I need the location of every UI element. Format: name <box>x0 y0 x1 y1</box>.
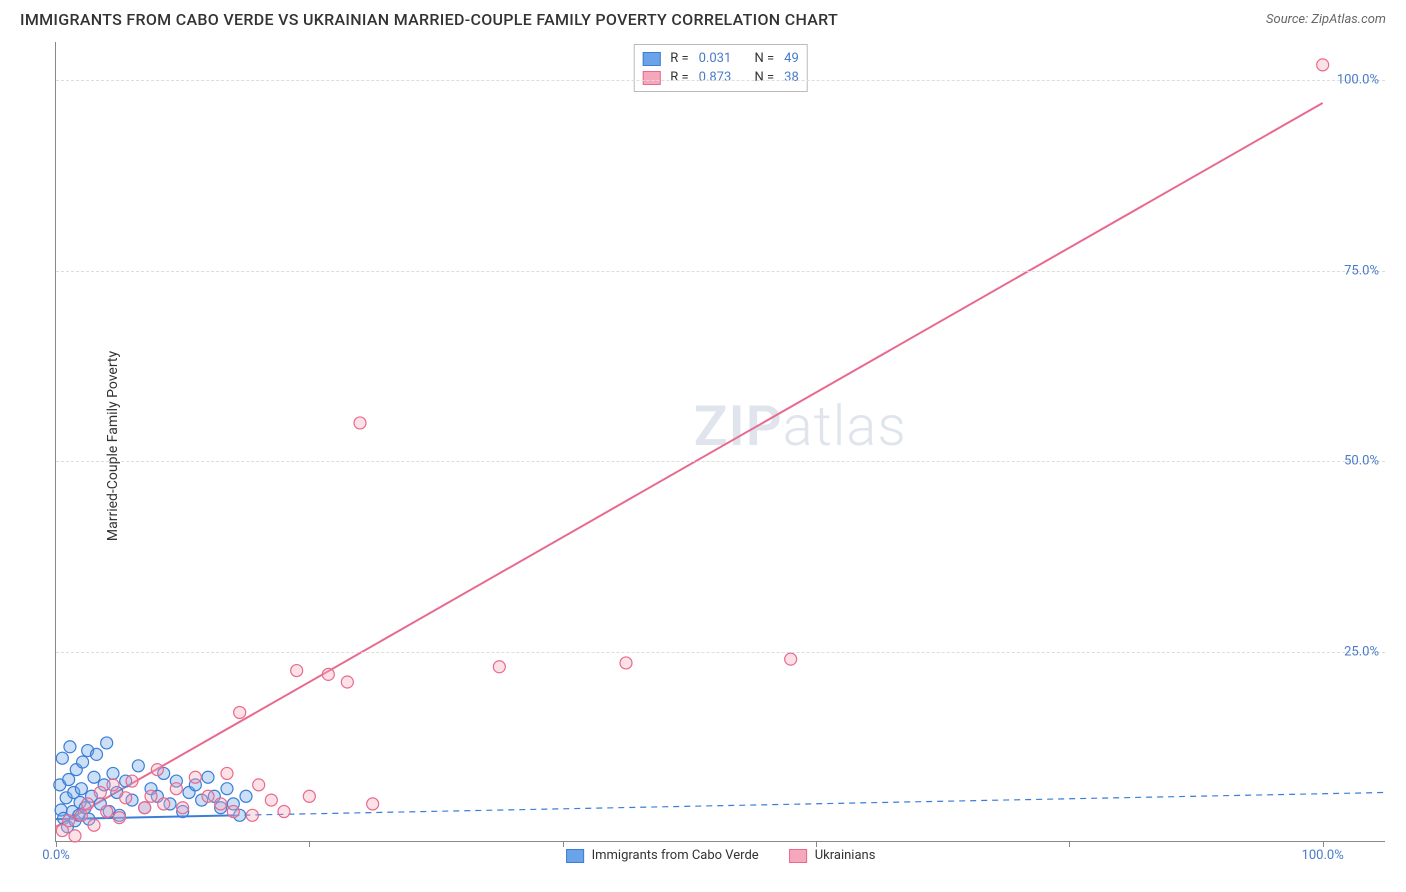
r-value: 0.031 <box>699 51 732 66</box>
regression-line <box>233 792 1386 815</box>
n-label: N = <box>755 70 775 85</box>
data-point <box>493 661 505 673</box>
swatch-ukrainians <box>789 849 807 863</box>
x-tick-label: 0.0% <box>42 848 70 863</box>
legend-item-cabo-verde: Immigrants from Cabo Verde <box>566 848 759 863</box>
data-point <box>120 792 132 804</box>
data-point <box>69 830 81 842</box>
n-value: 49 <box>784 51 799 66</box>
data-point <box>132 760 144 772</box>
data-point <box>227 806 239 818</box>
data-point <box>151 764 163 776</box>
chart-title: IMMIGRANTS FROM CABO VERDE VS UKRAINIAN … <box>20 10 838 29</box>
y-tick-label: 75.0% <box>1344 263 1379 278</box>
series-legend: Immigrants from Cabo Verde Ukrainians <box>566 848 876 863</box>
x-tick <box>816 841 817 847</box>
data-point <box>75 783 87 795</box>
y-tick-label: 25.0% <box>1344 644 1379 659</box>
scatter-plot <box>56 42 1385 841</box>
x-tick <box>56 841 57 847</box>
data-point <box>145 790 157 802</box>
gridline <box>56 652 1385 653</box>
data-point <box>56 752 68 764</box>
data-point <box>215 798 227 810</box>
data-point <box>158 798 170 810</box>
data-point <box>107 767 119 779</box>
data-point <box>221 783 233 795</box>
x-tick <box>1069 841 1070 847</box>
x-tick-label: 100.0% <box>1302 848 1344 863</box>
source-label: Source: ZipAtlas.com <box>1266 12 1386 27</box>
data-point <box>94 786 106 798</box>
data-point <box>278 806 290 818</box>
data-point <box>240 790 252 802</box>
data-point <box>126 775 138 787</box>
data-point <box>291 665 303 677</box>
legend-item-ukrainians: Ukrainians <box>789 848 876 863</box>
r-value: 0.873 <box>699 70 732 85</box>
data-point <box>88 771 100 783</box>
n-value: 38 <box>784 70 799 85</box>
data-point <box>202 771 214 783</box>
data-point <box>265 794 277 806</box>
data-point <box>63 815 75 827</box>
data-point <box>354 417 366 429</box>
data-point <box>77 756 89 768</box>
data-point <box>253 779 265 791</box>
r-label: R = <box>670 51 688 66</box>
data-point <box>341 676 353 688</box>
legend-label: Ukrainians <box>815 848 876 863</box>
plot-area: ZIPatlas R = 0.031 N = 49 R = 0.873 N = … <box>55 42 1385 842</box>
data-point <box>221 767 233 779</box>
r-label: R = <box>670 70 688 85</box>
data-point <box>246 809 258 821</box>
data-point <box>101 737 113 749</box>
data-point <box>234 706 246 718</box>
gridline <box>56 271 1385 272</box>
data-point <box>91 748 103 760</box>
data-point <box>189 771 201 783</box>
data-point <box>113 812 125 824</box>
data-point <box>63 774 75 786</box>
data-point <box>107 779 119 791</box>
stats-legend: R = 0.031 N = 49 R = 0.873 N = 38 <box>633 44 808 92</box>
data-point <box>785 653 797 665</box>
y-tick-label: 100.0% <box>1337 73 1379 88</box>
data-point <box>367 798 379 810</box>
data-point <box>64 741 76 753</box>
legend-label: Immigrants from Cabo Verde <box>592 848 759 863</box>
swatch-cabo-verde <box>642 52 660 66</box>
regression-line <box>56 103 1323 827</box>
n-label: N = <box>755 51 775 66</box>
data-point <box>1317 59 1329 71</box>
swatch-cabo-verde <box>566 849 584 863</box>
data-point <box>75 809 87 821</box>
data-point <box>88 819 100 831</box>
data-point <box>139 802 151 814</box>
swatch-ukrainians <box>642 71 660 85</box>
x-tick <box>1323 841 1324 847</box>
data-point <box>322 668 334 680</box>
x-tick <box>563 841 564 847</box>
data-point <box>82 798 94 810</box>
gridline <box>56 461 1385 462</box>
data-point <box>202 790 214 802</box>
data-point <box>303 790 315 802</box>
data-point <box>170 783 182 795</box>
gridline <box>56 80 1385 81</box>
x-tick <box>309 841 310 847</box>
y-tick-label: 50.0% <box>1344 454 1379 469</box>
data-point <box>101 806 113 818</box>
data-point <box>620 657 632 669</box>
stats-row-cabo-verde: R = 0.031 N = 49 <box>642 49 799 68</box>
stats-row-ukrainians: R = 0.873 N = 38 <box>642 68 799 87</box>
data-point <box>177 802 189 814</box>
